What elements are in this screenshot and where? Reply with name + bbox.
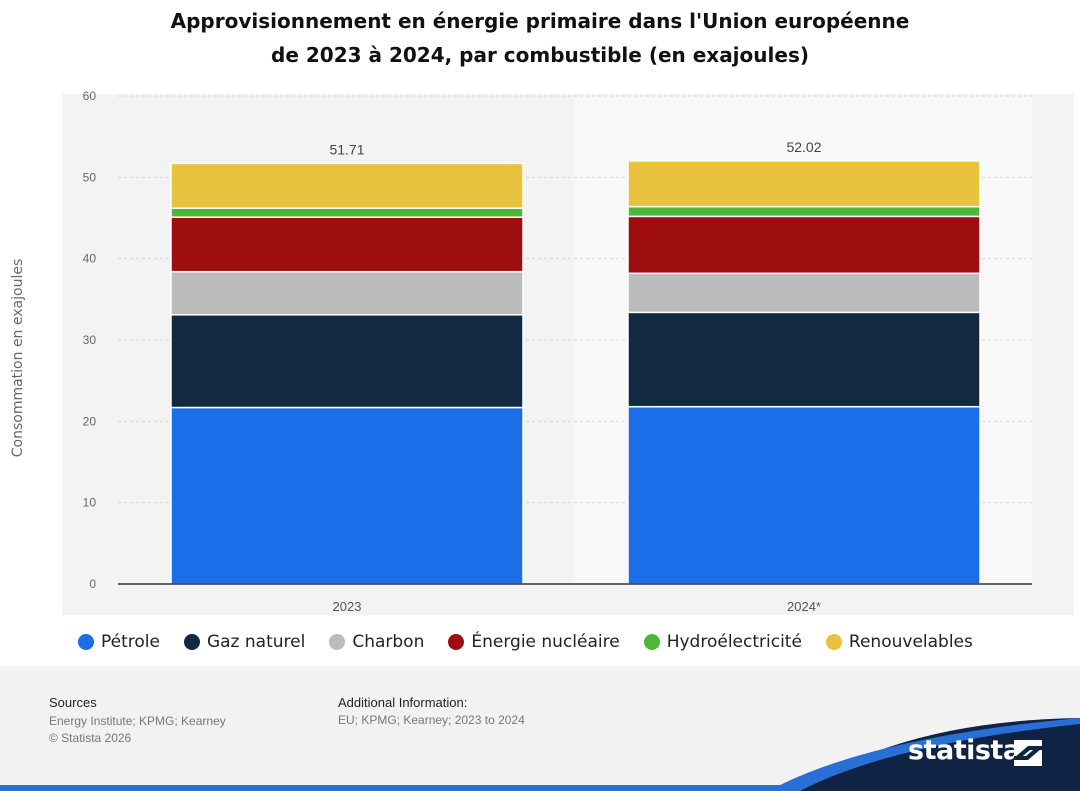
bar-segment [627,215,981,275]
legend-dot-icon [825,634,842,650]
bar-segment [627,205,981,218]
legend-dot-icon [78,634,94,650]
sources-heading: Sources [49,695,97,710]
chart-title-line-1: Approvisionnement en énergie primaire da… [170,9,910,33]
bar-segment [170,216,524,273]
bar-segment [170,270,524,316]
bar-segment [627,160,981,208]
y-tick-label: 20 [83,414,97,428]
legend-label: Énergie nucléaire [471,632,620,652]
bar-segment [170,314,524,409]
legend-item[interactable]: Charbon [329,632,424,652]
legend-dot-icon [448,634,465,650]
bar-segment [627,405,981,585]
sources-line-2: © Statista 2026 [49,731,132,745]
bar-segment [627,272,981,314]
chart-title: Approvisionnement en énergie primaire da… [60,4,1020,72]
legend-dot-icon [183,634,200,650]
legend-label: Renouvelables [848,632,973,652]
bar-segment [170,162,524,209]
footer-brand-band [0,718,1080,791]
y-tick-label: 0 [89,577,96,591]
legend-item[interactable]: Gaz naturel [183,632,306,652]
bar-segment [627,311,981,408]
bar-total-label: 51.71 [329,141,364,157]
legend-label: Pétrole [101,632,160,652]
y-tick-label: 30 [83,333,97,347]
legend-item[interactable]: Renouvelables [825,632,973,652]
x-tick-label: 2023 [333,599,362,614]
y-tick-label: 40 [83,252,97,266]
legend-label: Hydroélectricité [666,632,802,652]
bar-segment [170,207,524,218]
x-tick-label: 2024* [787,599,821,614]
y-tick-label: 60 [83,89,97,103]
sources-text: Energy Institute; KPMG; Kearney © Statis… [49,713,226,747]
additional-info-text: EU; KPMG; Kearney; 2023 to 2024 [338,713,525,727]
statista-brand[interactable]: statista [908,735,1021,766]
legend-item[interactable]: Hydroélectricité [643,632,802,652]
legend-label: Charbon [352,632,425,652]
stacked-bar-chart: 0 10 20 30 40 50 60 51.71 2023 52.02 2024* [83,89,1032,614]
y-tick-label: 50 [83,170,97,184]
bar-segment [170,406,524,585]
additional-info-heading: Additional Information: [338,695,468,710]
chart-legend: Pétrole Gaz naturel Charbon Énergie nucléai… [62,618,997,666]
sources-line-1: Energy Institute; KPMG; Kearney [49,714,226,728]
legend-item[interactable]: Énergie nucléaire [448,632,620,652]
statista-logo-icon [1014,740,1042,766]
y-tick-label: 10 [83,496,97,510]
legend-dot-icon [643,634,660,650]
bar-total-label: 52.02 [786,139,821,155]
chart-title-line-2: de 2023 à 2024, par combustible (en exaj… [271,43,809,67]
legend-label: Gaz naturel [206,632,306,652]
legend-item[interactable]: Pétrole [78,632,160,652]
legend-dot-icon [329,634,346,650]
